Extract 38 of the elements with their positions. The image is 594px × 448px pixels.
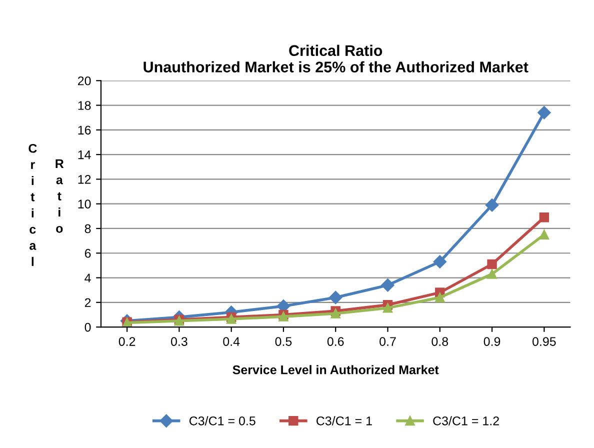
y-tick-label: 12 [78,175,91,184]
legend-label: C3/C1 = 1.2 [433,416,499,426]
point [485,198,499,212]
x-tick-label: 0.95 [532,337,556,346]
y-tick-label: 4 [84,274,91,282]
point [487,259,497,270]
point [382,303,393,313]
y-tick-label: 20 [78,76,91,86]
text: Critical Ratio [28,144,64,266]
x-axis-title: Service Level in Authorized Market [232,365,439,374]
legend-label: C3/C1 = 1 [316,416,372,426]
point [435,292,445,302]
y-tick-label: 0 [84,322,91,332]
point [329,290,342,304]
y-tick-label: 2 [84,298,91,307]
point [539,212,550,222]
x-tick-label: 0.4 [223,337,240,346]
point [538,106,551,120]
y-tick-label: 6 [84,248,91,258]
x-tick-label: 0.7 [380,337,396,346]
point [330,308,340,318]
y-tick-label: 14 [78,150,91,160]
y-tick-label: 18 [78,101,91,110]
x-tick-label: 0.6 [327,337,344,346]
x-tick-label: 0.2 [118,337,136,346]
point [487,269,497,279]
chart-title: Critical Ratio Unauthorized Market is 25% of the Authorized Market [144,44,528,72]
x-tick-label: 0.5 [275,337,292,346]
y-tick-label: 8 [84,224,91,234]
x-tick-label: 0.3 [170,337,188,346]
legend-label: C3/C1 = 0.5 [189,416,256,426]
x-tick-label: 0.8 [432,337,448,346]
point [433,255,446,268]
y-tick-label: 10 [78,200,91,208]
point [539,230,550,240]
point [381,278,394,292]
x-tick-label: 0.9 [484,337,500,346]
y-tick-label: 16 [78,126,91,135]
